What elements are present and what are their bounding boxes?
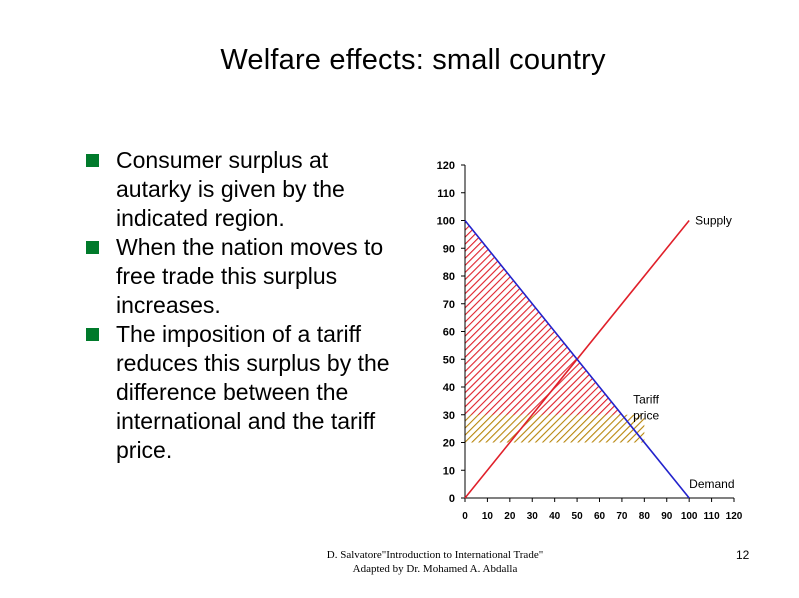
x-tick-label: 110 xyxy=(704,511,721,522)
y-tick-label: 90 xyxy=(443,243,455,255)
slide-title: Welfare effects: small country xyxy=(220,44,606,76)
demand-label: Demand xyxy=(689,477,734,491)
bullet-item: The imposition of a tariff reduces this … xyxy=(86,320,406,465)
y-tick-label: 60 xyxy=(443,327,455,339)
x-tick-label: 30 xyxy=(527,511,539,522)
y-tick-label: 100 xyxy=(437,216,455,228)
x-tick-label: 0 xyxy=(462,511,468,522)
y-tick-label: 80 xyxy=(443,271,455,283)
y-tick-label: 50 xyxy=(443,354,455,366)
y-tick-label: 30 xyxy=(443,410,455,422)
bullet-text: Consumer surplus at autarky is given by … xyxy=(116,147,345,231)
footer-citation: D. Salvatore"Introduction to Internation… xyxy=(270,548,600,576)
x-tick-label: 90 xyxy=(661,511,673,522)
x-tick-label: 50 xyxy=(572,511,584,522)
tariff-label: Tariff xyxy=(633,393,659,407)
y-tick-label: 40 xyxy=(443,382,455,394)
square-bullet-icon xyxy=(86,154,99,167)
x-tick-label: 20 xyxy=(504,511,516,522)
bullet-text: When the nation moves to free trade this… xyxy=(116,234,384,318)
bullet-item: Consumer surplus at autarky is given by … xyxy=(86,146,406,233)
y-tick-label: 20 xyxy=(443,438,455,450)
x-tick-label: 40 xyxy=(549,511,561,522)
x-tick-label: 80 xyxy=(639,511,651,522)
y-tick-label: 120 xyxy=(437,160,455,172)
page-number: 12 xyxy=(736,548,750,562)
footer-line-1: D. Salvatore"Introduction to Internation… xyxy=(326,549,544,561)
tariff-band-region xyxy=(465,414,645,443)
price-label: price xyxy=(633,408,659,422)
bullet-text: The imposition of a tariff reduces this … xyxy=(116,321,390,463)
x-tick-label: 70 xyxy=(616,511,628,522)
x-tick-label: 60 xyxy=(594,511,606,522)
supply-label: Supply xyxy=(695,214,732,228)
x-tick-label: 120 xyxy=(726,511,743,522)
welfare-chart: 0 10 20 30 40 50 60 70 80 90 100 110 120 0 10 20 30 40 50 6… xyxy=(437,160,743,522)
y-tick-label: 110 xyxy=(437,188,455,200)
y-tick-label: 10 xyxy=(443,465,455,477)
x-tick-label: 100 xyxy=(681,511,698,522)
y-tick-label: 70 xyxy=(443,299,455,311)
bullet-list: Consumer surplus at autarky is given by … xyxy=(86,146,406,465)
square-bullet-icon xyxy=(86,328,99,341)
square-bullet-icon xyxy=(86,241,99,254)
footer-line-2: Adapted by Dr. Mohamed A. Abdalla xyxy=(352,563,518,575)
y-tick-label: 0 xyxy=(449,493,455,505)
x-tick-label: 10 xyxy=(482,511,494,522)
demand-line xyxy=(464,219,690,499)
bullet-item: When the nation moves to free trade this… xyxy=(86,233,406,320)
